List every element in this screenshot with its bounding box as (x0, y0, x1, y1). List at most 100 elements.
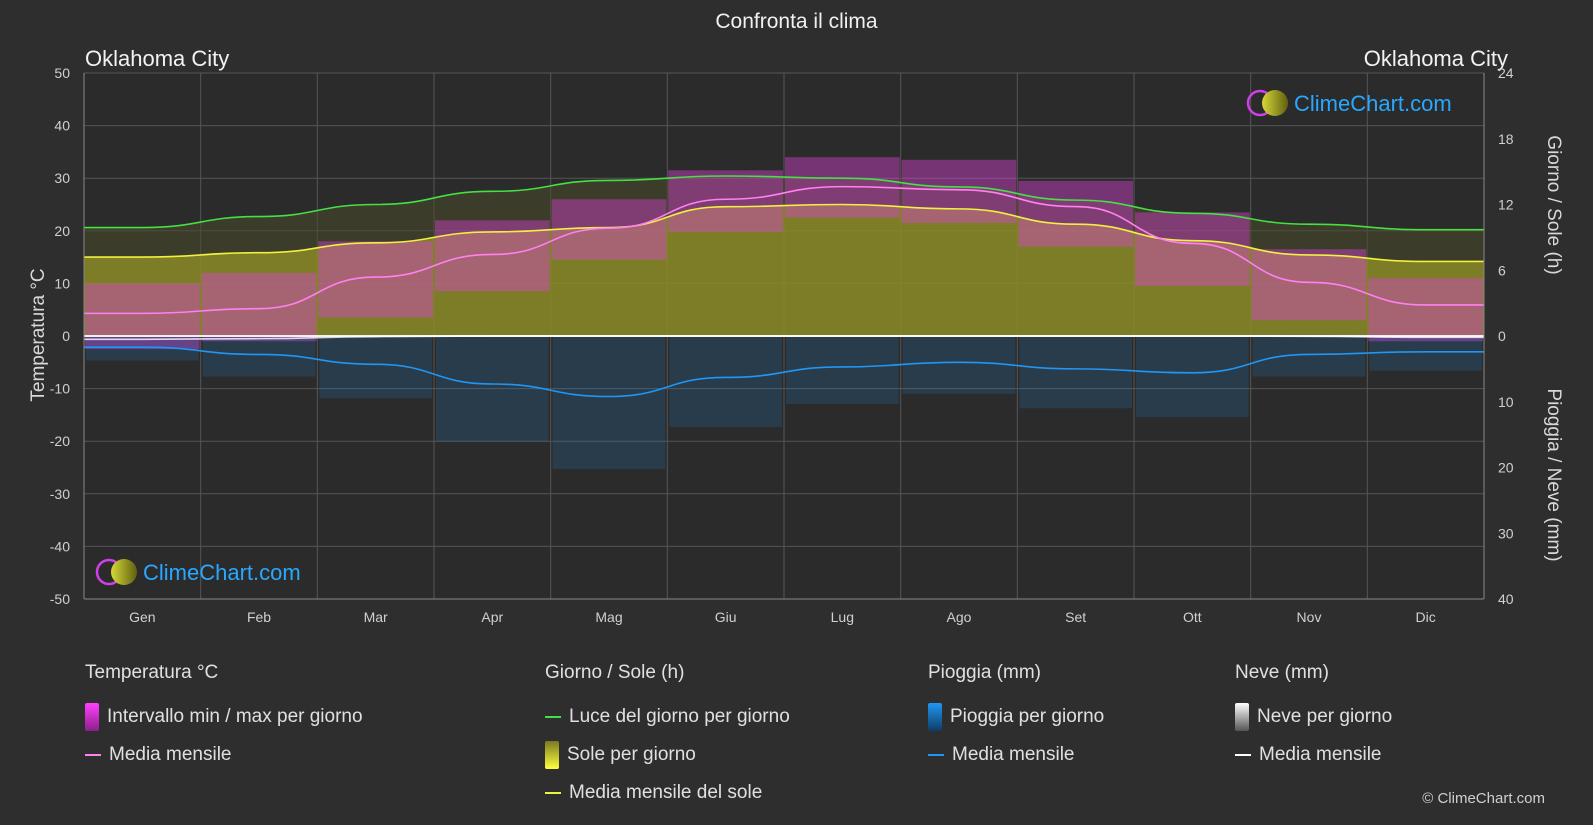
temp-range-bar (668, 170, 783, 232)
x-tick-month: Ago (947, 609, 972, 625)
temp-range-bar (1251, 249, 1367, 321)
rain-mean-swatch (928, 754, 944, 756)
legend-item-temp-range: Intervallo min / max per giorno (85, 698, 363, 736)
y-axis-label-right-top: Giorno / Sole (h) (1543, 135, 1564, 274)
x-tick-month: Set (1065, 609, 1086, 625)
location-left: Oklahoma City (85, 46, 230, 71)
x-tick-month: Mag (595, 609, 622, 625)
temp-range-bar (1368, 278, 1483, 342)
legend-item-rain-mean: Media mensile (928, 736, 1104, 774)
legend-item-sun-mean: Media mensile del sole (545, 774, 790, 812)
legend-item-snow-mean: Media mensile (1235, 736, 1392, 774)
legend-daylight-label: Luce del giorno per giorno (569, 706, 790, 727)
y-tick-right-mm: 20 (1498, 460, 1514, 476)
x-tick-month: Apr (481, 609, 503, 625)
watermark-bottom-text: ClimeChart.com (143, 560, 301, 585)
y-tick-right-hours: 6 (1498, 262, 1506, 278)
x-tick-month: Dic (1416, 609, 1436, 625)
chart-title: Confronta il clima (715, 10, 878, 33)
y-tick-left: 50 (54, 65, 70, 81)
rain-bar (1019, 336, 1132, 409)
y-axis-label-right-bottom: Pioggia / Neve (mm) (1543, 388, 1564, 561)
legend-temperature-heading: Temperatura °C (85, 662, 219, 683)
location-right: Oklahoma City (1363, 46, 1508, 71)
legend-temp-range-label: Intervallo min / max per giorno (107, 706, 363, 727)
temp-range-bar (1135, 212, 1250, 287)
y-tick-right-hours: 18 (1498, 131, 1514, 147)
legend-temp-mean-label: Media mensile (109, 744, 232, 765)
legend-sun-heading: Giorno / Sole (h) (545, 662, 685, 683)
rain-bar (786, 336, 899, 404)
sunshine-swatch (545, 741, 559, 769)
y-tick-right-mm: 40 (1498, 591, 1514, 607)
rain-swatch (928, 703, 942, 731)
y-tick-left: 30 (54, 170, 70, 186)
x-tick-month: Nov (1297, 609, 1322, 625)
temp-mean-swatch (85, 754, 101, 756)
watermark-top-text: ClimeChart.com (1294, 91, 1452, 116)
legend-snow: Neve (mm) Neve per giorno Media mensile (1235, 662, 1392, 774)
y-tick-left: -40 (50, 538, 70, 554)
rain-bar (1369, 336, 1482, 371)
legend-item-temp-mean: Media mensile (85, 736, 363, 774)
y-tick-left: -10 (50, 381, 70, 397)
rain-bar (436, 336, 549, 442)
snow-mean-swatch (1235, 754, 1251, 756)
legend-rain-daily-label: Pioggia per giorno (950, 706, 1105, 727)
temp-range-bar (1018, 180, 1133, 247)
rain-bar (319, 336, 432, 399)
y-tick-left: -20 (50, 433, 70, 449)
y-tick-left: 20 (54, 223, 70, 239)
x-tick-month: Lug (831, 609, 854, 625)
y-tick-left: -50 (50, 591, 70, 607)
temp-range-bar (901, 159, 1017, 223)
legend-item-rain-daily: Pioggia per giorno (928, 698, 1104, 736)
snow-mean-line (84, 335, 1484, 341)
x-tick-month: Feb (247, 609, 271, 625)
rain-mean-line (84, 346, 1484, 398)
legend-item-sunshine: Sole per giorno (545, 736, 790, 774)
y-tick-right-mm: 30 (1498, 525, 1514, 541)
rain-bar (552, 336, 666, 470)
x-tick-month: Ott (1183, 609, 1202, 625)
sunshine-mean-line (84, 203, 1484, 263)
credit: © ClimeChart.com (1422, 790, 1545, 807)
legend-snow-heading: Neve (mm) (1235, 662, 1329, 683)
rain-bar (1252, 336, 1366, 377)
legend-item-daylight: Luce del giorno per giorno (545, 698, 790, 736)
y-tick-right-mm: 10 (1498, 394, 1514, 410)
temperature-mean-line (84, 185, 1484, 315)
snow-swatch (1235, 703, 1249, 731)
rain-bar (902, 336, 1016, 394)
x-tick-month: Giu (715, 609, 737, 625)
legend-rain-mean-label: Media mensile (952, 744, 1075, 765)
temp-range-bar (551, 199, 667, 260)
temp-range-bar (201, 272, 317, 342)
watermark-top: ClimeChart.com (1246, 89, 1452, 117)
legend-sun: Giorno / Sole (h) Luce del giorno per gi… (545, 662, 790, 812)
temp-range-bar (318, 241, 433, 318)
x-tick-month: Gen (129, 609, 155, 625)
watermark-bottom: ClimeChart.com (95, 558, 301, 586)
y-tick-right-hours: 12 (1498, 197, 1514, 213)
temp-range-swatch (85, 703, 99, 731)
y-tick-right-hours: 0 (1498, 328, 1506, 344)
legend-rain-heading: Pioggia (mm) (928, 662, 1041, 683)
legend-sunshine-label: Sole per giorno (567, 744, 696, 765)
legend-rain: Pioggia (mm) Pioggia per giorno Media me… (928, 662, 1104, 774)
legend-item-snow-daily: Neve per giorno (1235, 698, 1392, 736)
y-tick-left: 0 (62, 328, 70, 344)
rain-bar (1136, 336, 1249, 418)
daylight-line (84, 175, 1484, 231)
y-tick-left: -30 (50, 486, 70, 502)
y-tick-right-hours: 24 (1498, 65, 1514, 81)
temp-range-bar (85, 283, 200, 350)
y-tick-left: 40 (54, 118, 70, 134)
y-axis-label-left: Temperatura °C (28, 268, 49, 401)
legend-snow-daily-label: Neve per giorno (1257, 706, 1393, 727)
y-tick-left: 10 (54, 275, 70, 291)
legend-snow-mean-label: Media mensile (1259, 744, 1382, 765)
x-tick-month: Mar (364, 609, 388, 625)
daylight-swatch (545, 716, 561, 718)
